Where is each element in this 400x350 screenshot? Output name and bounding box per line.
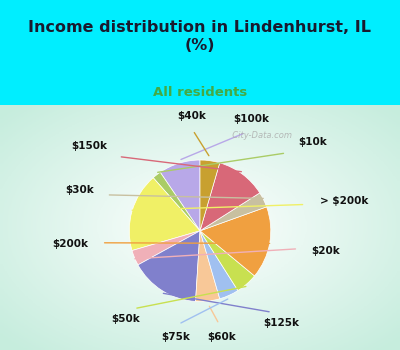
Text: $125k: $125k xyxy=(264,318,300,328)
Wedge shape xyxy=(200,193,266,231)
Wedge shape xyxy=(138,231,200,301)
Text: $50k: $50k xyxy=(111,314,140,324)
Wedge shape xyxy=(129,178,200,251)
Text: $75k: $75k xyxy=(161,332,190,342)
Wedge shape xyxy=(200,207,271,276)
Wedge shape xyxy=(200,231,238,299)
Text: City-Data.com: City-Data.com xyxy=(227,131,292,140)
Text: $200k: $200k xyxy=(52,239,88,250)
Text: $20k: $20k xyxy=(312,246,340,256)
Text: $100k: $100k xyxy=(234,114,270,124)
Text: Income distribution in Lindenhurst, IL
(%): Income distribution in Lindenhurst, IL (… xyxy=(28,20,372,53)
Wedge shape xyxy=(200,160,220,231)
Wedge shape xyxy=(160,160,200,231)
Text: > $200k: > $200k xyxy=(320,196,368,206)
Wedge shape xyxy=(196,231,220,302)
Wedge shape xyxy=(200,163,260,231)
Text: All residents: All residents xyxy=(153,86,247,99)
Text: $60k: $60k xyxy=(208,332,236,342)
Wedge shape xyxy=(132,231,200,265)
Text: $30k: $30k xyxy=(65,185,94,195)
Text: $40k: $40k xyxy=(177,111,206,121)
Text: $150k: $150k xyxy=(72,141,108,152)
Text: $10k: $10k xyxy=(298,137,327,147)
Wedge shape xyxy=(153,172,200,231)
Wedge shape xyxy=(200,231,254,290)
